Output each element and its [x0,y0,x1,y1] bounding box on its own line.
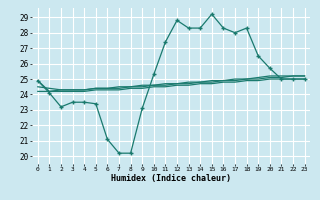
X-axis label: Humidex (Indice chaleur): Humidex (Indice chaleur) [111,174,231,183]
